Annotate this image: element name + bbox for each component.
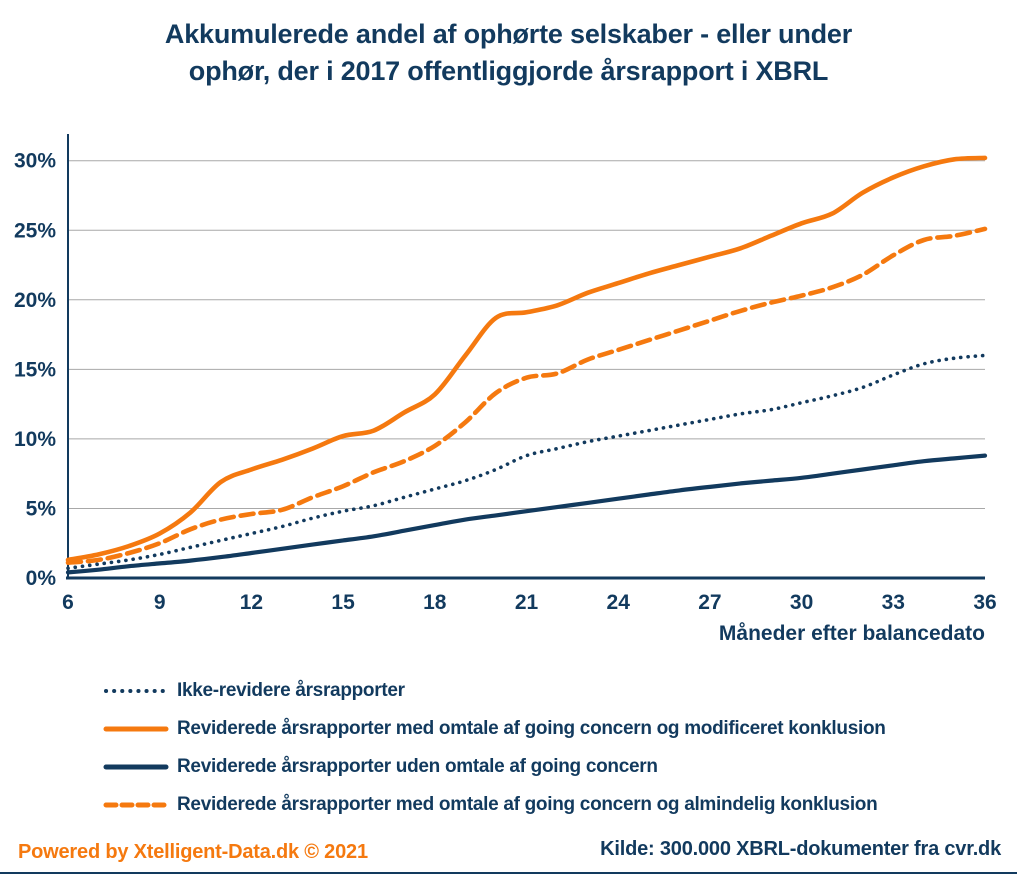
y-tick-label: 20% (14, 289, 56, 312)
legend-label: Reviderede årsrapporter med omtale af go… (177, 718, 886, 739)
y-tick-label: 15% (14, 358, 56, 381)
x-tick-label: 21 (515, 591, 539, 614)
chart: 0% 5% 10% 15% 20% 25% 30% 6 9 12 15 18 21 24 27 30 33 36 M… (14, 134, 997, 645)
legend-line-sample-dotted (104, 689, 168, 693)
legend-item: Reviderede årsrapporter med omtale af go… (103, 710, 1003, 748)
chart-title-line2: ophør, der i 2017 offentliggjorde årsrap… (188, 56, 829, 86)
legend-line-sample-solid-orange (103, 726, 169, 732)
legend-line-sample-solid-navy (103, 764, 169, 770)
x-tick-label: 6 (62, 591, 74, 614)
x-tick-label: 18 (423, 591, 447, 614)
series-line-2 (65, 453, 988, 575)
legend-label: Reviderede årsrapporter med omtale af go… (177, 794, 878, 815)
x-tick-label: 12 (240, 591, 263, 614)
x-tick-label: 36 (973, 591, 996, 614)
y-tick-label: 5% (26, 497, 57, 520)
legend-item: Reviderede årsrapporter uden omtale af g… (103, 748, 1003, 786)
source-credit: Kilde: 300.000 XBRL-dokumenter fra cvr.d… (600, 838, 1001, 860)
chart-title-line1: Akkumulerede andel af ophørte selskaber … (164, 19, 853, 49)
series-line-1 (65, 155, 988, 563)
powered-by-credit: Powered by Xtelligent-Data.dk © 2021 (18, 841, 368, 863)
x-tick-label: 24 (607, 591, 631, 614)
y-tick-label: 25% (14, 219, 56, 242)
legend-label: Reviderede årsrapporter uden omtale af g… (177, 756, 658, 777)
x-tick-label: 30 (790, 591, 813, 614)
x-tick-label: 33 (882, 591, 905, 614)
y-tick-label: 0% (26, 567, 57, 590)
x-axis-title: Måneder efter balancedato (719, 622, 985, 645)
legend-label: Ikke-revidere årsrapporter (177, 680, 405, 701)
y-tick-label: 10% (14, 428, 56, 451)
x-tick-label: 9 (154, 591, 166, 614)
x-tick-label: 27 (698, 591, 721, 614)
series-line-3 (65, 226, 988, 565)
chart-title: Akkumulerede andel af ophørte selskaber … (0, 16, 1017, 90)
y-tick-label: 30% (14, 150, 56, 173)
series-line-0 (66, 353, 987, 571)
footer-divider (0, 872, 1017, 874)
x-tick-label: 15 (331, 591, 355, 614)
legend-line-sample-dashed (103, 802, 169, 808)
legend-item: Reviderede årsrapporter med omtale af go… (103, 786, 1003, 824)
chart-legend: Ikke-revidere årsrapporter Reviderede år… (103, 672, 1003, 824)
legend-item: Ikke-revidere årsrapporter (103, 672, 1003, 710)
